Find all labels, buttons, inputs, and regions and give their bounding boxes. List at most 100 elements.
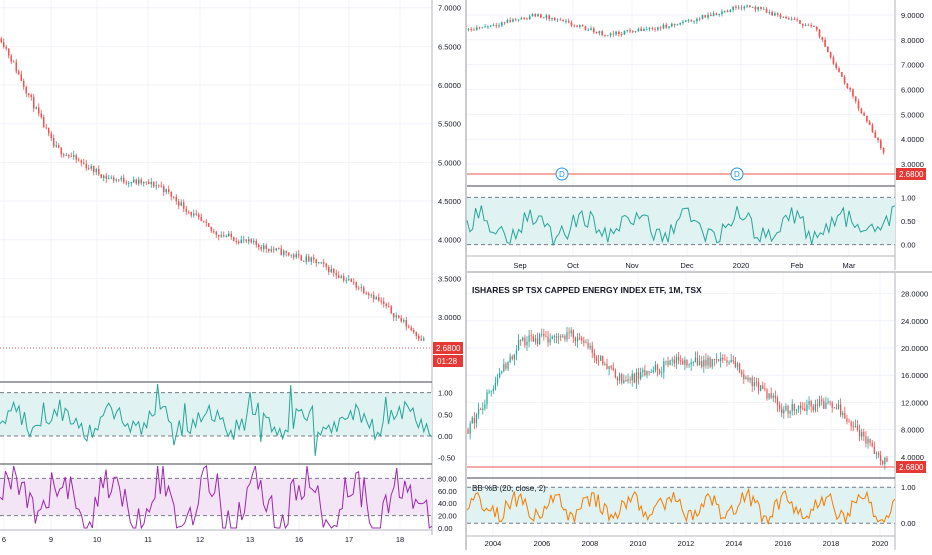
bottom-right-time-label: 2020 (872, 539, 889, 548)
top-right-time-label: Mar (843, 261, 856, 270)
top-right-candle-body (484, 26, 486, 28)
bottom-right-candle-body (572, 330, 574, 338)
bottom-right-candle-body (884, 457, 886, 465)
left-candle-body (80, 160, 82, 163)
top-right-candle-body (540, 14, 542, 18)
top-right-candle-body (751, 6, 754, 8)
left-time-axis[interactable]: 6 9 10 11 12 13 16 17 18 (2, 535, 404, 544)
top-right-price-label: 4.0000 (901, 135, 924, 144)
left-candle-body (293, 254, 295, 258)
top-right-candle-body (537, 14, 539, 17)
left-last-price-label: 2.6800 (436, 344, 461, 353)
top-right-candle-body (871, 124, 874, 133)
bottom-right-candle-body (686, 360, 688, 366)
left-stoch-pane[interactable] (0, 465, 433, 530)
top-right-candle-body (868, 121, 871, 125)
bottom-right-candle-body (555, 336, 558, 338)
left-candle-body (173, 196, 175, 198)
bottom-right-bb-axis: 1.00 0.00 (901, 483, 916, 528)
dividend-marker-2[interactable] (730, 167, 744, 181)
bottom-right-candle-body (614, 370, 617, 378)
bottom-right-candle-body (623, 380, 625, 383)
left-stoch-axis: 80.00 60.00 40.00 20.00 0.00 (438, 474, 457, 533)
left-candle-body (78, 159, 80, 161)
bottom-right-candle-body (778, 405, 781, 409)
left-chart[interactable]: 7.0000 6.5000 6.0000 5.5000 5.0000 4.5000 4.00… (0, 0, 463, 544)
bottom-right-candle-body (795, 409, 798, 411)
bottom-right-candle-body (673, 359, 675, 364)
bottom-right-candle-body (789, 411, 791, 414)
left-candle-body (415, 332, 417, 336)
bottom-right-candle-body (654, 364, 657, 371)
top-right-time-label: Nov (625, 261, 639, 270)
top-right-candle-body (631, 31, 634, 33)
bottom-right-candle-body (507, 362, 509, 369)
bottom-right-candle-body (680, 360, 682, 362)
bottom-right-candle-body (595, 356, 598, 361)
top-right-candle-body (707, 14, 709, 18)
bottom-right-candle-body (618, 374, 621, 381)
bottom-right-candle-body (589, 345, 591, 348)
left-candle-body (305, 256, 307, 262)
top-right-candle-body (492, 25, 495, 26)
bottom-right-candle-body (627, 379, 629, 382)
left-candle-body (135, 179, 137, 184)
bottom-right-candle-body (848, 421, 850, 423)
bottom-right-candle-body (766, 389, 768, 399)
bottom-right-candle-body (553, 336, 555, 337)
left-candle-body (23, 81, 25, 87)
top-right-candle-body (779, 14, 782, 18)
top-right-price-axis[interactable]: 9.0000 8.0000 7.0000 6.0000 5.0000 4.0000 3.00… (901, 11, 924, 169)
bottom-right-bb-pane[interactable] (466, 486, 896, 526)
left-candle-body (10, 55, 12, 62)
bottom-right-price-axis[interactable]: 28.0000 24.0000 20.0000 16.0000 12.0000 8.000… (901, 290, 928, 462)
bottom-right-chart[interactable]: ISHARES SP TSX CAPPED ENERGY INDEX ETF, … (466, 273, 928, 550)
top-right-candle-body (743, 6, 746, 9)
top-right-candle-body (762, 8, 765, 10)
bottom-right-time-axis[interactable]: 2004 2006 2008 2010 2012 2014 2016 2018 2020 (485, 539, 889, 548)
top-right-candle-body (679, 22, 682, 25)
left-candle-body (333, 268, 335, 273)
bottom-right-candle-body (467, 429, 469, 434)
left-candle-body (235, 240, 237, 242)
dividend-marker-1[interactable] (555, 167, 569, 181)
top-right-bb-pane[interactable] (466, 196, 896, 246)
bottom-right-candle-body (480, 409, 482, 411)
left-time-label: 9 (49, 535, 53, 544)
top-right-candle-body (840, 72, 843, 77)
bottom-right-candle-body (835, 407, 838, 409)
top-right-candle-body (782, 16, 785, 18)
left-candle-body (98, 169, 100, 175)
left-time-label: 13 (246, 535, 254, 544)
top-right-candle-body (813, 25, 815, 27)
bottom-right-candle-body (642, 370, 644, 373)
left-stoch-indicator-line (0, 465, 433, 530)
top-right-bb-band-fill (467, 197, 895, 245)
top-right-price-label: 8.0000 (901, 36, 924, 45)
bottom-right-candle-body (600, 355, 602, 361)
bottom-right-candle-body (637, 372, 640, 379)
top-right-candle-body (579, 25, 581, 27)
bottom-right-candle-body (604, 363, 606, 365)
top-right-candle-body (467, 29, 470, 30)
top-right-time-axis[interactable]: Sep Oct Nov Dec 2020 Feb Mar (513, 261, 856, 270)
bottom-right-candle-body (745, 377, 747, 380)
bottom-right-candle-body (593, 352, 595, 357)
left-bb-pane[interactable] (0, 383, 433, 456)
bottom-right-candle-body (696, 357, 699, 365)
top-right-candle-body (470, 29, 473, 30)
left-candle-body (423, 338, 425, 341)
top-right-candle-body (874, 132, 877, 138)
bottom-right-time-label: 2008 (582, 539, 599, 548)
top-right-candle-body (754, 6, 757, 10)
left-candle-body (13, 61, 15, 63)
bottom-right-candle-body (665, 360, 667, 362)
bottom-right-candle-body (560, 336, 562, 338)
bottom-right-candle-body (802, 408, 804, 410)
left-price-axis[interactable]: 7.0000 6.5000 6.0000 5.5000 5.0000 4.5000 4.00… (438, 4, 461, 322)
top-right-candle-body (790, 18, 793, 20)
top-right-chart[interactable]: D D 9.0000 8.0000 7.0000 6.0000 5.0000 4.0000… (466, 0, 926, 270)
bottom-right-candle-body (528, 335, 530, 342)
left-candle-body (325, 263, 327, 267)
